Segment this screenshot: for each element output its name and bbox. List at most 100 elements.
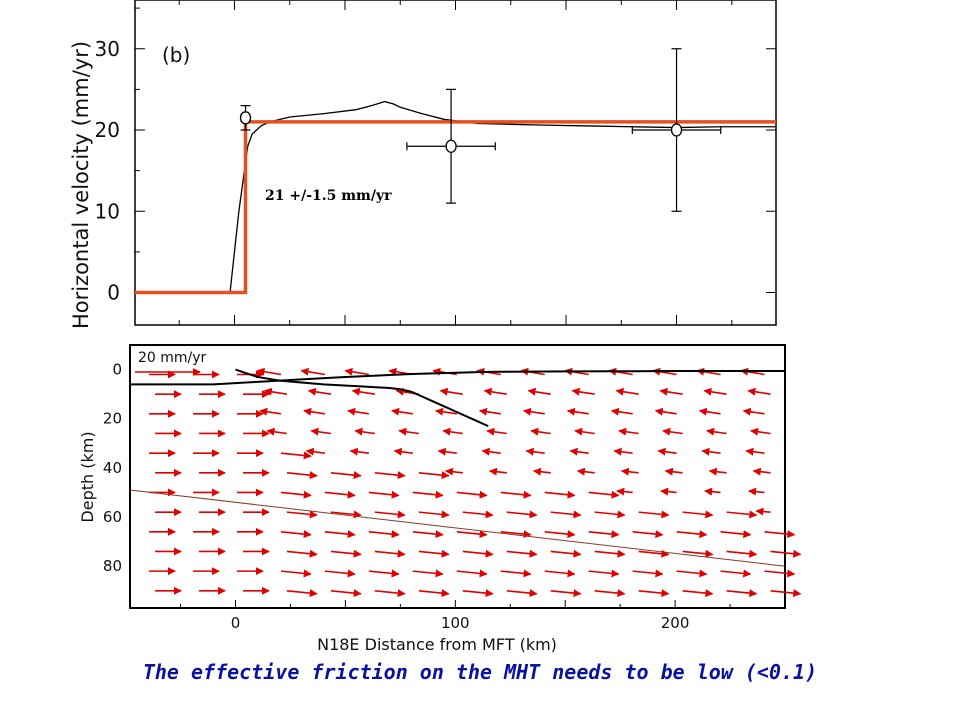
velocity-arrow: [286, 549, 318, 558]
velocity-arrow: [506, 510, 538, 519]
velocity-arrow: [726, 589, 758, 598]
velocity-arrow: [632, 530, 664, 539]
velocity-arrow: [486, 427, 507, 436]
velocity-arrow: [259, 407, 282, 416]
velocity-arrow: [263, 387, 288, 396]
velocity-arrow: [530, 427, 551, 436]
velocity-arrow: [747, 387, 771, 396]
velocity-arrow: [726, 549, 758, 558]
velocity-arrow: [676, 530, 708, 539]
velocity-arrow: [525, 447, 545, 456]
velocity-arrow: [664, 467, 683, 476]
observed-profile-line: [157, 100, 776, 294]
velocity-arrow: [500, 569, 532, 578]
top-ticks: [135, 0, 776, 325]
velocity-arrow: [280, 490, 312, 499]
velocity-arrow: [506, 549, 538, 558]
velocity-arrow: [349, 447, 369, 456]
velocity-arrow: [745, 447, 765, 456]
velocity-arrows: [149, 367, 802, 598]
velocity-arrow: [594, 510, 626, 519]
velocity-arrow: [750, 427, 771, 436]
velocity-arrow: [770, 589, 802, 598]
top-y-tick-label: 20: [95, 118, 120, 142]
velocity-arrow: [720, 569, 752, 578]
velocity-arrow: [286, 471, 318, 480]
velocity-arrow: [654, 407, 677, 416]
velocity-arrow: [286, 589, 318, 598]
bottom-y-tick-label: 80: [103, 557, 122, 575]
surface-trace: [130, 370, 785, 386]
velocity-arrow: [706, 427, 727, 436]
velocity-arrow: [764, 530, 796, 539]
gps-marker: [670, 123, 683, 137]
reference-arrow: 20 mm/yr: [135, 350, 207, 376]
velocity-arrow: [280, 451, 312, 460]
velocity-arrow: [616, 487, 633, 496]
velocity-arrow: [368, 530, 400, 539]
velocity-arrow: [280, 530, 312, 539]
bottom-x-tick-label: 0: [231, 614, 241, 632]
velocity-arrow: [500, 530, 532, 539]
rate-annotation: 21 +/-1.5 mm/yr: [265, 188, 392, 204]
velocity-arrow: [770, 549, 802, 558]
velocity-arrow: [703, 387, 727, 396]
top-y-axis-label: Horizontal velocity (mm/yr): [69, 41, 93, 329]
velocity-arrow: [527, 387, 551, 396]
velocity-arrow: [618, 427, 639, 436]
bottom-y-tick-label: 60: [103, 508, 122, 526]
velocity-arrow: [462, 549, 494, 558]
velocity-arrow: [576, 467, 595, 476]
bottom-y-tick-label: 20: [103, 410, 122, 428]
gps-point: [406, 88, 496, 204]
slide-caption: The effective friction on the MHT needs …: [142, 660, 818, 684]
velocity-arrow: [550, 589, 582, 598]
velocity-arrow: [676, 569, 708, 578]
bottom-y-tick-label: 40: [103, 459, 122, 477]
velocity-arrow: [418, 589, 450, 598]
velocity-arrow: [462, 589, 494, 598]
velocity-arrow: [354, 427, 375, 436]
fault-traces: [129, 368, 786, 567]
velocity-arrow: [610, 407, 633, 416]
velocity-arrow: [638, 549, 670, 558]
velocity-arrow: [374, 589, 406, 598]
bottom-x-axis-label: N18E Distance from MFT (km): [317, 635, 557, 654]
velocity-arrow: [462, 510, 494, 519]
velocity-arrow: [638, 589, 670, 598]
velocity-arrow: [330, 589, 362, 598]
velocity-arrow: [442, 427, 463, 436]
gps-marker: [239, 111, 252, 125]
bottom-ticks: [180, 600, 786, 608]
velocity-arrow: [708, 467, 727, 476]
bottom-y-axis-label: Depth (km): [78, 431, 97, 522]
velocity-arrow: [374, 471, 406, 480]
velocity-arrow: [550, 549, 582, 558]
velocity-arrow: [266, 427, 288, 436]
velocity-arrow: [659, 387, 683, 396]
velocity-arrow: [682, 510, 714, 519]
velocity-arrow: [571, 387, 595, 396]
velocity-arrow: [532, 467, 551, 476]
velocity-arrow: [310, 427, 332, 436]
bottom-x-tick-label: 200: [661, 614, 690, 632]
velocity-arrow: [445, 467, 463, 476]
velocity-arrow: [347, 407, 369, 416]
velocity-arrow: [439, 387, 463, 396]
velocity-arrow: [506, 589, 538, 598]
velocity-arrow: [303, 407, 326, 416]
velocity-arrow: [748, 487, 765, 496]
velocity-arrow: [330, 549, 362, 558]
velocity-arrow: [391, 407, 413, 416]
velocity-arrow: [544, 490, 576, 499]
velocity-arrow: [374, 549, 406, 558]
velocity-field-chart: 0 20 40 60 80 0 100 200 Depth (km) N18E Distan…: [78, 344, 802, 654]
top-y-tick-label: 30: [95, 37, 120, 61]
velocity-arrow: [412, 490, 444, 499]
velocity-arrow: [544, 530, 576, 539]
gps-point: [631, 48, 722, 212]
velocity-arrow: [481, 447, 501, 456]
velocity-arrow: [330, 471, 362, 480]
velocity-arrow: [613, 447, 633, 456]
